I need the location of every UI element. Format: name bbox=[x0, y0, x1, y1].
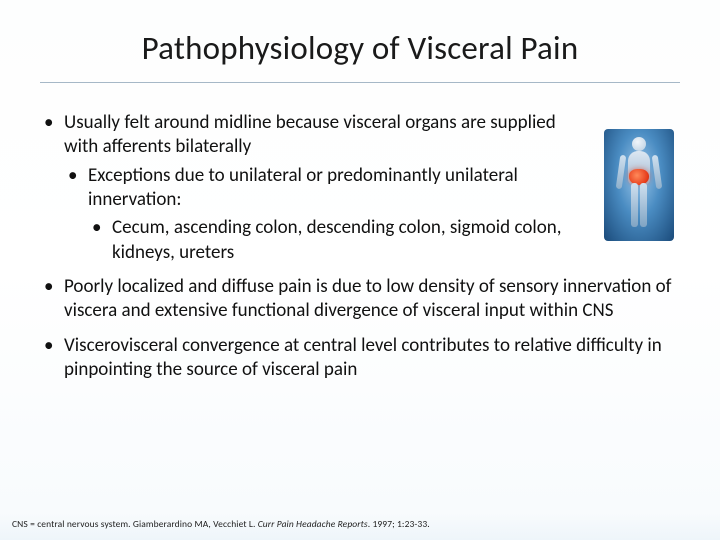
bullet-1a1-text: Cecum, ascending colon, descending colon… bbox=[112, 216, 680, 265]
bullet-list: Usually felt around midline because visc… bbox=[40, 111, 680, 382]
bullet-3-text: Viscerovisceral convergence at central l… bbox=[64, 334, 662, 381]
bullet-2: Poorly localized and diffuse pain is due… bbox=[40, 275, 680, 324]
bullet-3: Viscerovisceral convergence at central l… bbox=[40, 334, 680, 383]
slide: Pathophysiology of Visceral Pain Usually… bbox=[0, 0, 720, 540]
citation-journal: Curr Pain Headache Reports bbox=[258, 518, 368, 530]
citation-tail: . 1997; 1:23-33. bbox=[368, 518, 430, 530]
content-area: Usually felt around midline because visc… bbox=[40, 111, 680, 382]
bullet-1-text: Usually felt around midline because visc… bbox=[64, 111, 680, 160]
citation-abbrev: CNS = central nervous system. bbox=[12, 518, 133, 530]
citation-footer: CNS = central nervous system. Giamberard… bbox=[12, 518, 430, 530]
bullet-1a: Exceptions due to unilateral or predomin… bbox=[64, 164, 680, 265]
bullet-1a-sublist: Cecum, ascending colon, descending colon… bbox=[88, 216, 680, 265]
bullet-1a-text: Exceptions due to unilateral or predomin… bbox=[88, 164, 680, 213]
bullet-1: Usually felt around midline because visc… bbox=[40, 111, 680, 265]
bullet-1a1: Cecum, ascending colon, descending colon… bbox=[88, 216, 680, 265]
bullet-2-text: Poorly localized and diffuse pain is due… bbox=[64, 275, 671, 322]
slide-title: Pathophysiology of Visceral Pain bbox=[40, 28, 680, 83]
bullet-1-sublist: Exceptions due to unilateral or predomin… bbox=[64, 164, 680, 265]
citation-authors: Giamberardino MA, Vecchiet L. bbox=[133, 518, 258, 530]
